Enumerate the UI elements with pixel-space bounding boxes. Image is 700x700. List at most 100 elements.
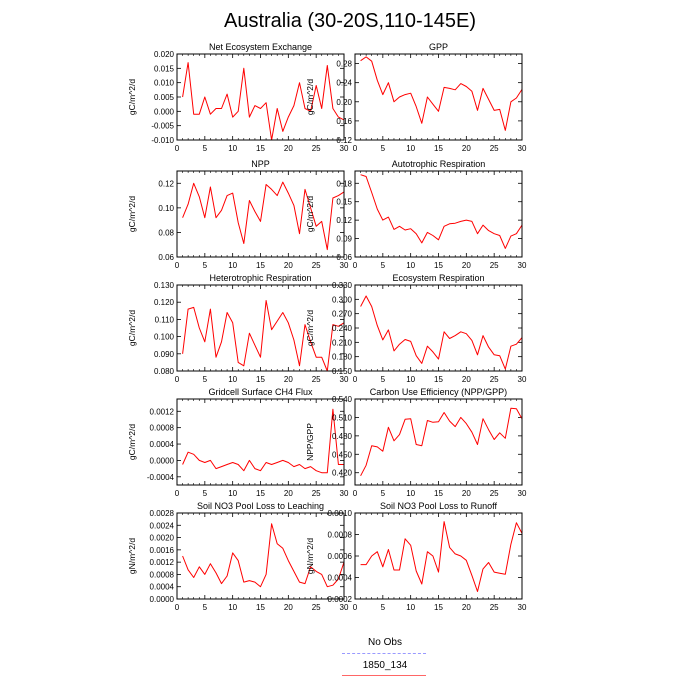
y-tick-label-heterotrophic-respiration: 0.130 xyxy=(154,281,175,290)
panel-heterotrophic-respiration: Heterotrophic Respiration gC/m^2/d 0 5 10 15 2… xyxy=(127,273,349,384)
y-axis-label-heterotrophic-respiration: gC/m^2/d xyxy=(127,310,137,346)
x-tick-label-gpp: 0 xyxy=(353,144,358,153)
panel-autotrophic-respiration: Autotrophic Respiration gC/m^2/d 0 5 10 15 20 2… xyxy=(305,159,527,270)
x-tick-label-heterotrophic-respiration: 5 xyxy=(203,375,208,384)
x-tick-label-carbon-use-efficiency-npp-gpp: 25 xyxy=(490,489,499,498)
panel-title-soil-no3-pool-loss-to-runoff: Soil NO3 Pool Loss to Runoff xyxy=(380,501,497,511)
y-tick-label-autotrophic-respiration: 0.09 xyxy=(336,235,352,244)
y-tick-label-autotrophic-respiration: 0.12 xyxy=(336,216,352,225)
panel-title-carbon-use-efficiency-npp-gpp: Carbon Use Efficiency (NPP/GPP) xyxy=(370,387,507,397)
y-tick-label-heterotrophic-respiration: 0.090 xyxy=(154,350,175,359)
y-tick-label-npp: 0.08 xyxy=(158,228,174,237)
y-tick-label-carbon-use-efficiency-npp-gpp: 0.420 xyxy=(332,469,353,478)
y-tick-label-npp: 0.10 xyxy=(158,204,174,213)
x-tick-label-net-ecosystem-exchange: 0 xyxy=(175,144,180,153)
x-tick-label-net-ecosystem-exchange: 25 xyxy=(312,144,321,153)
series-line-autotrophic-respiration xyxy=(360,174,523,249)
plot-frame-soil-no3-pool-loss-to-runoff xyxy=(354,512,523,600)
y-tick-label-ecosystem-respiration: 0.330 xyxy=(332,281,353,290)
x-tick-label-gpp: 30 xyxy=(518,144,527,153)
series-line-ecosystem-respiration xyxy=(360,295,523,370)
y-tick-label-soil-no3-pool-loss-to-leaching: 0.0012 xyxy=(150,558,175,567)
x-tick-label-carbon-use-efficiency-npp-gpp: 30 xyxy=(518,489,527,498)
y-tick-label-soil-no3-pool-loss-to-leaching: 0.0004 xyxy=(150,583,175,592)
x-tick-label-heterotrophic-respiration: 15 xyxy=(256,375,265,384)
y-tick-label-net-ecosystem-exchange: 0.010 xyxy=(154,79,175,88)
plot-frame-gridcell-surface-ch4-flux xyxy=(176,398,345,486)
panel-title-autotrophic-respiration: Autotrophic Respiration xyxy=(392,159,486,169)
series-line-carbon-use-efficiency-npp-gpp xyxy=(360,407,523,477)
y-tick-label-carbon-use-efficiency-npp-gpp: 0.480 xyxy=(332,432,353,441)
plot-frame-net-ecosystem-exchange xyxy=(176,53,345,141)
series-line-soil-no3-pool-loss-to-leaching xyxy=(182,523,345,588)
x-tick-label-soil-no3-pool-loss-to-runoff: 10 xyxy=(406,603,415,612)
x-tick-label-ecosystem-respiration: 25 xyxy=(490,375,499,384)
x-tick-label-gpp: 15 xyxy=(434,144,443,153)
y-tick-label-ecosystem-respiration: 0.300 xyxy=(332,295,353,304)
y-tick-label-gridcell-surface-ch4-flux: 0.0012 xyxy=(150,407,175,416)
x-tick-label-ecosystem-respiration: 30 xyxy=(518,375,527,384)
x-tick-label-autotrophic-respiration: 20 xyxy=(462,261,471,270)
legend-line-1850-134 xyxy=(342,675,426,676)
series-line-net-ecosystem-exchange xyxy=(182,62,345,141)
y-tick-label-soil-no3-pool-loss-to-runoff: 0.0008 xyxy=(328,531,353,540)
x-tick-label-carbon-use-efficiency-npp-gpp: 0 xyxy=(353,489,358,498)
y-tick-label-soil-no3-pool-loss-to-runoff: 0.0002 xyxy=(328,595,353,604)
y-tick-label-carbon-use-efficiency-npp-gpp: 0.450 xyxy=(332,450,353,459)
y-tick-label-soil-no3-pool-loss-to-leaching: 0.0020 xyxy=(150,534,175,543)
panel-title-ecosystem-respiration: Ecosystem Respiration xyxy=(392,273,484,283)
y-tick-label-heterotrophic-respiration: 0.110 xyxy=(155,315,175,324)
x-tick-label-heterotrophic-respiration: 20 xyxy=(284,375,293,384)
y-tick-label-gpp: 0.16 xyxy=(336,117,352,126)
legend-line-no-obs xyxy=(342,653,426,654)
x-tick-label-gridcell-surface-ch4-flux: 20 xyxy=(284,489,293,498)
x-tick-label-npp: 30 xyxy=(340,261,349,270)
y-tick-label-gpp: 0.20 xyxy=(336,98,352,107)
y-axis-label-gpp: gC/m^2/d xyxy=(305,79,315,115)
y-tick-label-autotrophic-respiration: 0.18 xyxy=(336,179,352,188)
panel-title-net-ecosystem-exchange: Net Ecosystem Exchange xyxy=(209,42,312,52)
x-tick-label-autotrophic-respiration: 30 xyxy=(518,261,527,270)
x-tick-label-ecosystem-respiration: 15 xyxy=(434,375,443,384)
y-tick-label-soil-no3-pool-loss-to-leaching: 0.0000 xyxy=(150,595,175,604)
x-tick-label-carbon-use-efficiency-npp-gpp: 20 xyxy=(462,489,471,498)
y-tick-label-carbon-use-efficiency-npp-gpp: 0.510 xyxy=(332,413,353,422)
x-tick-label-gridcell-surface-ch4-flux: 5 xyxy=(203,489,208,498)
panel-net-ecosystem-exchange: Net Ecosystem Exchange gC/m^2/d 0 5 10 15 20 25… xyxy=(127,42,349,153)
x-tick-label-soil-no3-pool-loss-to-leaching: 5 xyxy=(203,603,208,612)
y-tick-label-gpp: 0.28 xyxy=(336,60,352,69)
y-tick-label-ecosystem-respiration: 0.180 xyxy=(332,353,353,362)
legend-label-no-obs: No Obs xyxy=(368,637,402,648)
y-tick-label-heterotrophic-respiration: 0.100 xyxy=(154,333,175,342)
x-tick-label-soil-no3-pool-loss-to-leaching: 25 xyxy=(312,603,321,612)
x-tick-label-ecosystem-respiration: 10 xyxy=(406,375,415,384)
plot-frame-carbon-use-efficiency-npp-gpp xyxy=(354,398,523,486)
plot-frame-gpp xyxy=(354,53,523,141)
x-tick-label-npp: 20 xyxy=(284,261,293,270)
x-tick-label-carbon-use-efficiency-npp-gpp: 10 xyxy=(406,489,415,498)
x-tick-label-soil-no3-pool-loss-to-runoff: 20 xyxy=(462,603,471,612)
x-tick-label-npp: 10 xyxy=(228,261,237,270)
x-tick-label-heterotrophic-respiration: 30 xyxy=(340,375,349,384)
x-tick-label-autotrophic-respiration: 10 xyxy=(406,261,415,270)
plot-frame-soil-no3-pool-loss-to-leaching xyxy=(176,512,345,600)
legend-label-1850-134: 1850_134 xyxy=(362,660,408,671)
y-tick-label-ecosystem-respiration: 0.210 xyxy=(332,338,353,347)
y-tick-label-soil-no3-pool-loss-to-runoff: 0.0004 xyxy=(328,574,353,583)
panel-title-gpp: GPP xyxy=(429,42,448,52)
x-tick-label-soil-no3-pool-loss-to-leaching: 30 xyxy=(340,603,349,612)
x-tick-label-net-ecosystem-exchange: 30 xyxy=(340,144,349,153)
panel-title-gridcell-surface-ch4-flux: Gridcell Surface CH4 Flux xyxy=(208,387,313,397)
y-axis-label-ecosystem-respiration: gC/m^2/d xyxy=(305,310,315,346)
x-tick-label-soil-no3-pool-loss-to-leaching: 15 xyxy=(256,603,265,612)
series-line-soil-no3-pool-loss-to-runoff xyxy=(360,521,523,592)
page-title: Australia (30-20S,110-145E) xyxy=(224,10,476,32)
y-tick-label-autotrophic-respiration: 0.15 xyxy=(336,198,352,207)
y-tick-label-ecosystem-respiration: 0.150 xyxy=(332,367,353,376)
y-axis-label-soil-no3-pool-loss-to-runoff: gN/m^2/d xyxy=(305,538,315,574)
plot-frame-npp xyxy=(176,170,345,258)
x-tick-label-ecosystem-respiration: 0 xyxy=(353,375,358,384)
